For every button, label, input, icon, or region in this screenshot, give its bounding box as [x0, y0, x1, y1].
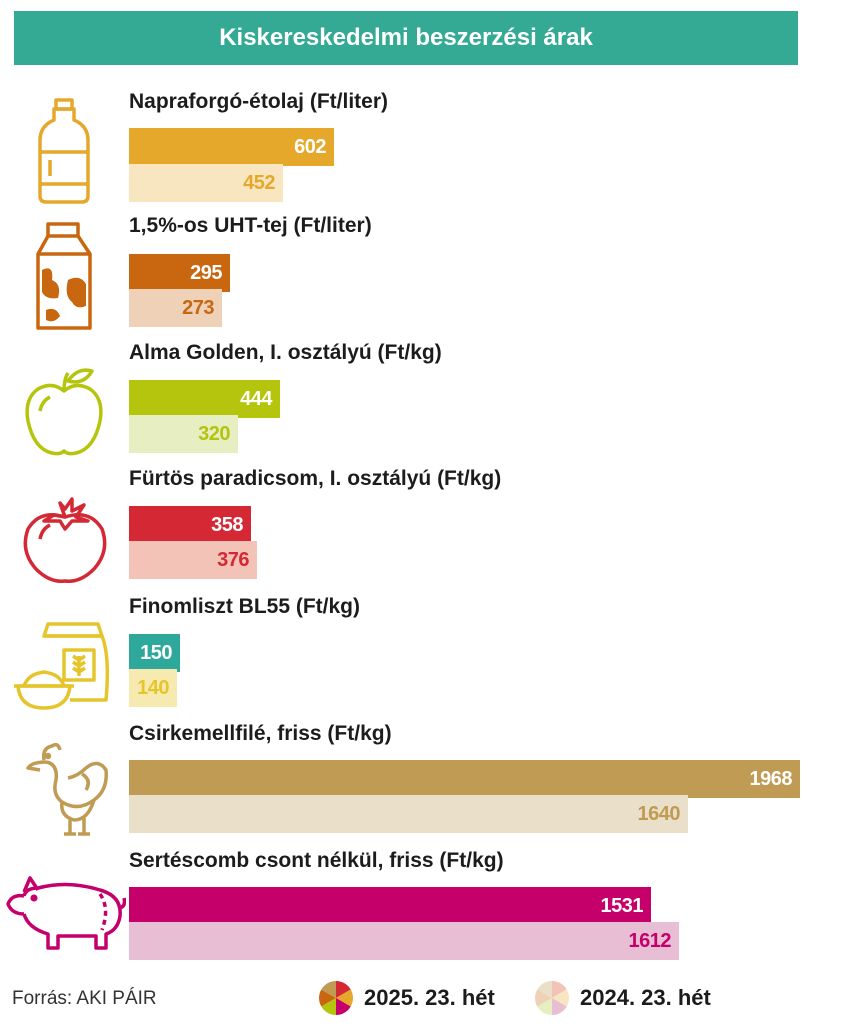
bar-value-label: 320	[198, 423, 230, 445]
chart-title: Kiskereskedelmi beszerzési árak	[219, 24, 593, 51]
legend-label-current: 2025. 23. hét	[364, 985, 495, 1010]
bar-2024: 1640	[129, 795, 688, 833]
category-label: Finomliszt BL55 (Ft/kg)	[129, 595, 360, 618]
milk-carton-icon	[32, 220, 96, 332]
bar-value-label: 295	[190, 262, 222, 284]
flour-sack-icon	[14, 616, 118, 712]
legend-swatch-previous	[535, 981, 569, 1015]
chicken-icon	[22, 740, 112, 840]
chart-title-banner: Kiskereskedelmi beszerzési árak	[14, 11, 798, 65]
legend-label-previous: 2024. 23. hét	[580, 985, 711, 1010]
bar-2025: 444	[129, 380, 280, 418]
bar-value-label: 1531	[600, 895, 644, 917]
bar-value-label: 273	[182, 297, 214, 319]
legend-swatch-current	[319, 981, 353, 1015]
bar-2025: 358	[129, 506, 251, 544]
source-note: Forrás: AKI PÁIR	[12, 988, 157, 1009]
bar-2024: 376	[129, 541, 257, 579]
bar-value-label: 140	[137, 677, 169, 699]
bar-value-label: 150	[140, 642, 172, 664]
bar-2025: 1531	[129, 887, 651, 925]
bar-2025: 295	[129, 254, 230, 292]
pig-icon	[4, 868, 126, 952]
bar-value-label: 376	[217, 549, 249, 571]
bar-2024: 320	[129, 415, 238, 453]
category-label: Napraforgó-étolaj (Ft/liter)	[129, 90, 389, 113]
bar-value-label: 602	[294, 136, 326, 158]
tomato-icon	[20, 495, 110, 585]
bar-2024: 1612	[129, 922, 679, 960]
bar-value-label: 1612	[628, 930, 672, 952]
category-label: Csirkemellfilé, friss (Ft/kg)	[129, 722, 392, 745]
bar-2024: 452	[129, 164, 283, 202]
oil-bottle-icon	[32, 96, 96, 206]
bar-2024: 273	[129, 289, 222, 327]
apple-icon	[22, 365, 106, 457]
bar-value-label: 358	[211, 514, 243, 536]
bar-value-label: 444	[240, 388, 272, 410]
bar-value-label: 1968	[749, 768, 793, 790]
legend-item-previous: 2024. 23. hét	[534, 978, 711, 1018]
category-label: 1,5%-os UHT-tej (Ft/liter)	[129, 214, 372, 237]
bar-2025: 602	[129, 128, 334, 166]
bar-value-label: 452	[243, 172, 275, 194]
category-label: Fürtös paradicsom, I. osztályú (Ft/kg)	[129, 467, 502, 490]
category-label: Alma Golden, I. osztályú (Ft/kg)	[129, 341, 442, 364]
legend-item-current: 2025. 23. hét	[318, 978, 495, 1018]
bar-2024: 140	[129, 669, 177, 707]
category-label: Sertéscomb csont nélkül, friss (Ft/kg)	[129, 849, 504, 872]
bar-2025: 150	[129, 634, 180, 672]
bar-value-label: 1640	[637, 803, 681, 825]
bar-2025: 1968	[129, 760, 800, 798]
